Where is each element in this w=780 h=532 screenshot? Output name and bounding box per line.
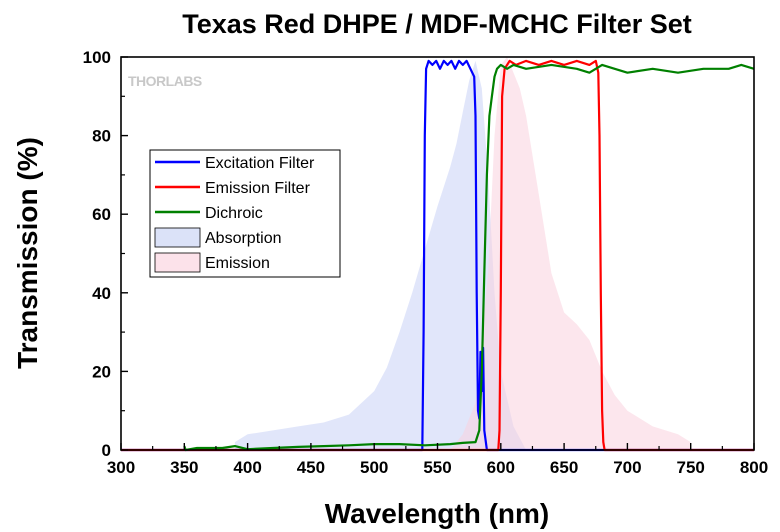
x-tick-label: 400 — [233, 458, 261, 477]
y-tick-label: 100 — [83, 48, 111, 67]
x-tick-label: 550 — [423, 458, 451, 477]
y-tick-label: 20 — [92, 362, 111, 381]
watermark-logo: THORLABS — [128, 73, 202, 89]
chart-title: Texas Red DHPE / MDF-MCHC Filter Set — [182, 9, 692, 39]
absorption-area — [234, 60, 527, 451]
x-axis-ticks: 300 350 400 450 500 550 600 650 700 750 800 — [107, 443, 768, 477]
x-tick-label: 650 — [550, 458, 578, 477]
x-tick-label: 300 — [107, 458, 135, 477]
legend-label-emission-filter: Emission Filter — [205, 180, 311, 197]
x-tick-label: 600 — [487, 458, 515, 477]
legend-label-emission: Emission — [205, 255, 270, 272]
emission-area — [450, 57, 691, 450]
x-tick-label: 700 — [613, 458, 641, 477]
x-tick-label: 350 — [170, 458, 198, 477]
y-tick-label: 0 — [102, 441, 111, 460]
x-tick-label: 750 — [677, 458, 705, 477]
legend: Excitation Filter Emission Filter Dichroic… — [149, 149, 341, 278]
legend-swatch-absorption — [154, 227, 201, 248]
y-tick-label: 40 — [92, 284, 111, 303]
y-axis-label: Transmission (%) — [12, 137, 43, 369]
y-tick-label: 60 — [92, 205, 111, 224]
y-tick-label: 80 — [92, 127, 111, 146]
area-layer — [234, 57, 691, 451]
y-axis-ticks: 0 20 40 60 80 100 — [83, 48, 128, 460]
legend-label-excitation-filter: Excitation Filter — [205, 155, 315, 172]
legend-swatch-emission — [154, 252, 201, 273]
x-tick-label: 800 — [740, 458, 768, 477]
x-axis-label: Wavelength (nm) — [325, 498, 550, 529]
dichroic-line — [183, 63, 755, 452]
legend-label-absorption: Absorption — [205, 230, 282, 247]
legend-label-dichroic: Dichroic — [205, 205, 263, 222]
x-tick-label: 450 — [297, 458, 325, 477]
line-layer — [121, 59, 755, 452]
x-tick-label: 500 — [360, 458, 388, 477]
emission-filter-line — [121, 59, 754, 452]
